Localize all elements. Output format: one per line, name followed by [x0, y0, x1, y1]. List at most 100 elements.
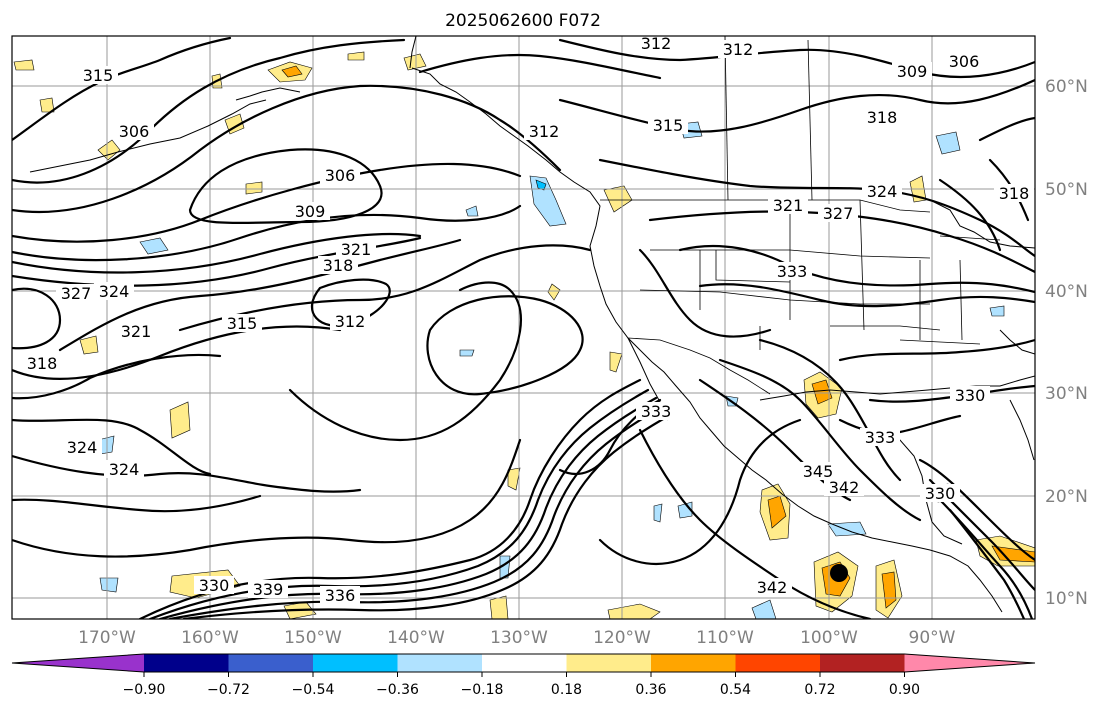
- storm-center-marker: [830, 564, 848, 582]
- colorbar-segment: [651, 654, 736, 672]
- lat-label: 30°N: [1045, 384, 1088, 404]
- shading-patch: [535, 179, 547, 191]
- lon-label: 120°W: [593, 628, 651, 648]
- contour-label-321: 321: [121, 322, 152, 341]
- colorbar-segment: [397, 654, 482, 672]
- latitude-labels: 60°N 50°N 40°N 30°N 20°N 10°N: [1045, 77, 1088, 609]
- colorbar-tick-label: 0.36: [635, 682, 666, 698]
- contour-label-333: 333: [641, 402, 672, 421]
- contour-label-342: 342: [757, 578, 788, 597]
- borders: [600, 36, 1001, 395]
- contour-label-306: 306: [949, 52, 980, 71]
- shading-patch: [751, 599, 777, 619]
- lon-label: 110°W: [696, 628, 754, 648]
- contour-label-330: 330: [199, 576, 230, 595]
- contour-label-309: 309: [897, 62, 928, 81]
- contour-label-318: 318: [27, 354, 58, 373]
- colorbar-tick-label: −0.72: [207, 682, 250, 698]
- shading-patch: [547, 283, 561, 301]
- contour-label-318: 318: [999, 184, 1030, 203]
- shading-patch: [935, 131, 961, 155]
- contour-label-324: 324: [867, 182, 898, 201]
- colorbar-extend-low: [12, 654, 144, 672]
- map-frame: [11, 35, 1036, 620]
- colorbar-segment: [566, 654, 651, 672]
- lon-label: 140°W: [387, 628, 445, 648]
- contour-label-306: 306: [119, 122, 150, 141]
- map-area: 306 306 309 309 306 312 312 312 312 315 …: [12, 34, 1035, 619]
- contour-label-324: 324: [99, 282, 130, 301]
- shading-patch: [281, 65, 303, 78]
- shading-patch: [881, 571, 897, 609]
- shading-patch: [99, 577, 119, 593]
- lon-label: 150°W: [284, 628, 342, 648]
- colorbar-tick-label: −0.90: [123, 682, 166, 698]
- lon-label: 90°W: [909, 628, 956, 648]
- contour-label-312: 312: [641, 34, 672, 53]
- contour-label-321: 321: [773, 196, 804, 215]
- contour-label-327: 327: [61, 284, 92, 303]
- lon-label: 160°W: [181, 628, 239, 648]
- contour-label-321: 321: [341, 240, 372, 259]
- shading-patch: [79, 335, 99, 355]
- contour-label-309: 309: [295, 202, 326, 221]
- shading-patch: [245, 181, 263, 195]
- contour-label-330: 330: [925, 484, 956, 503]
- contour-label-336: 336: [325, 586, 356, 605]
- lat-label: 40°N: [1045, 282, 1088, 302]
- contour-label-306: 306: [325, 166, 356, 185]
- colorbar-extend-high: [904, 654, 1035, 672]
- colorbar-tick-label: 0.54: [720, 682, 751, 698]
- contour-label-315: 315: [83, 66, 114, 85]
- shading-patch: [607, 603, 661, 619]
- contour-label-342: 342: [829, 478, 860, 497]
- contour-label-318: 318: [867, 108, 898, 127]
- shading-patch: [139, 237, 169, 255]
- colorbar-segment: [144, 654, 229, 672]
- contour-label-318: 318: [323, 256, 354, 275]
- colorbar-tick-label: −0.54: [292, 682, 335, 698]
- shading-patch: [489, 595, 509, 619]
- contour-label-324: 324: [109, 460, 140, 479]
- contour-label-327: 327: [823, 204, 854, 223]
- shading-patch: [989, 305, 1005, 317]
- colorbar-segment: [820, 654, 905, 672]
- contour-label-324: 324: [67, 438, 98, 457]
- shading-patch: [609, 351, 623, 373]
- shading-patch: [13, 59, 35, 71]
- colorbar-tick-label: −0.36: [376, 682, 419, 698]
- shading-patch: [169, 401, 191, 439]
- shading-patch: [767, 495, 787, 529]
- contour-label-312: 312: [723, 40, 754, 59]
- contour-label-315: 315: [653, 116, 684, 135]
- lat-label: 10°N: [1045, 589, 1088, 609]
- contour-label-330: 330: [955, 386, 986, 405]
- colorbar-tick-label: 0.90: [889, 682, 920, 698]
- map-title: 2025062600 F072: [445, 11, 601, 31]
- colorbar: −0.90 −0.72 −0.54 −0.36 −0.18 0.18 0.36 …: [11, 653, 1036, 698]
- lon-label: 130°W: [490, 628, 548, 648]
- colorbar-tick-label: −0.18: [461, 682, 504, 698]
- lon-label: 170°W: [78, 628, 136, 648]
- shading-patch: [465, 205, 479, 217]
- contour-label-339: 339: [253, 580, 284, 599]
- contour-label-345: 345: [803, 462, 834, 481]
- colorbar-segment: [482, 654, 567, 672]
- shading-patch: [459, 349, 475, 357]
- shading-patch: [827, 521, 867, 537]
- shading-patch: [507, 467, 521, 491]
- shading-patch: [403, 53, 427, 71]
- lon-label: 100°W: [800, 628, 858, 648]
- contour-labels: 306 306 309 309 306 312 312 312 312 315 …: [22, 34, 1034, 605]
- colorbar-tick-label: 0.72: [804, 682, 835, 698]
- shading-patch: [811, 379, 833, 405]
- contour-label-333: 333: [865, 428, 896, 447]
- contour-label-312: 312: [529, 122, 560, 141]
- colorbar-segment: [735, 654, 820, 672]
- colorbar-tick-label: 0.18: [551, 682, 582, 698]
- shading-patch: [39, 97, 55, 113]
- longitude-labels: 170°W 160°W 150°W 140°W 130°W 120°W 110°…: [78, 628, 956, 648]
- contour-label-315: 315: [227, 314, 258, 333]
